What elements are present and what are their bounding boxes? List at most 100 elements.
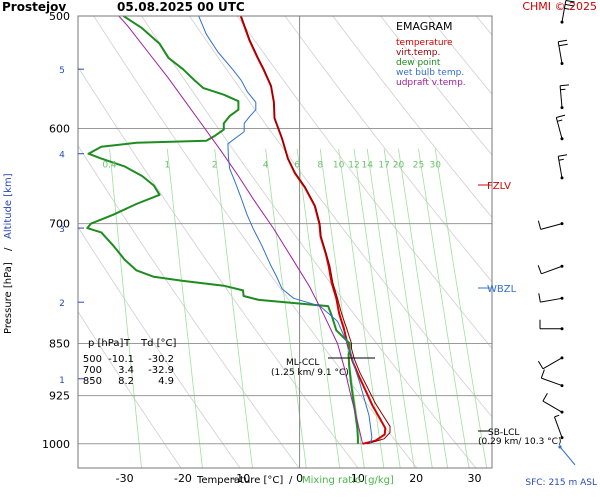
sb-lcl-label: SB-LCL xyxy=(488,428,519,438)
dry-adiabat-line xyxy=(284,16,492,283)
mixing-ratio-label: 10 xyxy=(333,160,345,170)
wind-barb-station xyxy=(560,176,564,180)
wbzl-label: WBZL xyxy=(487,284,517,295)
dry-adiabat-line xyxy=(236,16,492,349)
pressure-tick-label: 925 xyxy=(49,390,70,403)
plot-area xyxy=(78,16,492,468)
wind-barb-station xyxy=(560,356,564,360)
table-cell: 3.4 xyxy=(118,365,134,376)
wind-barb-station xyxy=(560,436,564,440)
datetime-title: 05.08.2025 00 UTC xyxy=(117,0,245,14)
wind-barb xyxy=(557,39,568,65)
wind-barb-feather xyxy=(540,369,545,379)
dry-adiabat-line xyxy=(380,16,492,156)
wind-barb-feather xyxy=(556,114,566,118)
station-title: Prostejov xyxy=(2,0,66,14)
legend-item-temperature: temperature xyxy=(396,38,453,48)
plot-frame xyxy=(77,15,493,469)
wind-barb-feather xyxy=(537,265,542,274)
dry-adiabat-line xyxy=(93,16,418,468)
mixing-ratio-line xyxy=(296,148,341,468)
legend-item-wet-bulb: wet bulb temp. xyxy=(396,68,464,78)
sb-lcl-detail: (0.29 km/ 10.3 °C) xyxy=(478,437,561,447)
wind-barb-feather xyxy=(558,43,568,47)
wind-barb-feather xyxy=(557,119,563,122)
mixing-ratio-line xyxy=(434,148,488,468)
wind-barbs xyxy=(537,0,576,466)
wind-barb-station xyxy=(560,61,564,65)
temperature-tick-label: 30 xyxy=(468,472,482,485)
wind-barb-staff xyxy=(554,416,563,438)
wind-barb-staff xyxy=(557,156,563,179)
wind-barb xyxy=(539,319,564,331)
surface-wind-station xyxy=(558,445,562,449)
wind-barb-station xyxy=(560,106,564,110)
grid-layer xyxy=(78,16,600,468)
table-cell: 500 xyxy=(83,354,102,365)
wind-barb xyxy=(542,393,564,414)
y-axis-title-altitude: Altitude [km] xyxy=(3,173,14,239)
table-cell: 4.9 xyxy=(158,376,174,387)
table-cell: -30.2 xyxy=(148,354,174,365)
temperature-tick-label: 10 xyxy=(351,472,365,485)
mixing-ratio-line xyxy=(418,148,470,468)
wind-barb-feather xyxy=(558,158,564,161)
mixing-ratio-label: 30 xyxy=(429,160,441,170)
wind-barb-staff xyxy=(540,223,563,230)
wind-barb-feather xyxy=(560,84,570,87)
sounding-table: p [hPa] T Td [°C] 500 -10.1 -30.2 700 3.… xyxy=(83,338,177,387)
mixing-ratio-label: 25 xyxy=(413,160,424,170)
wind-barb-feather xyxy=(565,0,575,3)
mixing-ratio-line xyxy=(265,148,307,468)
wind-barb-feather xyxy=(564,7,570,10)
wind-barb-feather xyxy=(558,154,568,157)
altitude-tick-label: 1 xyxy=(59,376,65,386)
mixing-ratio-line xyxy=(398,148,448,468)
altitude-tick-label: 4 xyxy=(59,151,65,161)
dry-adiabat-line xyxy=(475,16,492,36)
mixing-ratio-label: 12 xyxy=(348,160,359,170)
wind-barb-feather xyxy=(558,39,568,43)
altitude-tick-label: 2 xyxy=(59,299,65,309)
ml-ccl-detail: (1.25 km/ 9.1 °C) xyxy=(271,368,349,378)
pressure-tick-label: 500 xyxy=(49,10,70,23)
mixing-ratio-label: 1 xyxy=(164,160,170,170)
mixing-ratio-label: 2 xyxy=(212,160,218,170)
legend-item-dew-point: dew point xyxy=(396,58,441,68)
wind-barb-station xyxy=(560,137,564,141)
mixing-ratio-label: 8 xyxy=(317,160,323,170)
legend: EMAGRAM temperature virt.temp. dew point… xyxy=(396,20,466,88)
altitude-tick-label: 5 xyxy=(59,66,65,76)
temperature-tick-label: 20 xyxy=(409,472,423,485)
wet-bulb-profile xyxy=(198,16,373,444)
wind-barb-station xyxy=(560,327,564,331)
wind-barb-station xyxy=(560,384,564,388)
dry-adiabat-line xyxy=(78,226,241,468)
wind-barb-staff xyxy=(542,357,563,370)
wind-barb-feather xyxy=(538,293,541,303)
table-cell: -32.9 xyxy=(148,365,174,376)
dry-adiabat-line xyxy=(141,16,477,468)
wind-barb-staff xyxy=(540,297,563,303)
table-header-t: T xyxy=(123,338,131,349)
dry-adiabat-line xyxy=(572,16,600,468)
wind-barb-feather xyxy=(537,220,542,230)
dry-adiabat-line xyxy=(332,16,492,219)
wind-barb xyxy=(538,293,564,303)
mixing-ratio-line xyxy=(383,148,433,468)
wind-barb-feather xyxy=(537,360,544,370)
dry-adiabat-line xyxy=(78,66,359,468)
temperature-tick-label: -10 xyxy=(232,472,250,485)
table-cell: 8.2 xyxy=(118,376,134,387)
wind-barb xyxy=(560,0,575,24)
wind-barb-staff xyxy=(541,377,563,387)
altitude-tick-label: 3 xyxy=(59,225,65,235)
wind-barb xyxy=(537,264,564,275)
surface-wind-barb xyxy=(559,446,576,466)
wind-barb-staff xyxy=(541,265,563,275)
table-cell: 700 xyxy=(83,365,102,376)
wind-barb-station xyxy=(560,264,564,268)
wind-barb-feather xyxy=(554,414,560,418)
